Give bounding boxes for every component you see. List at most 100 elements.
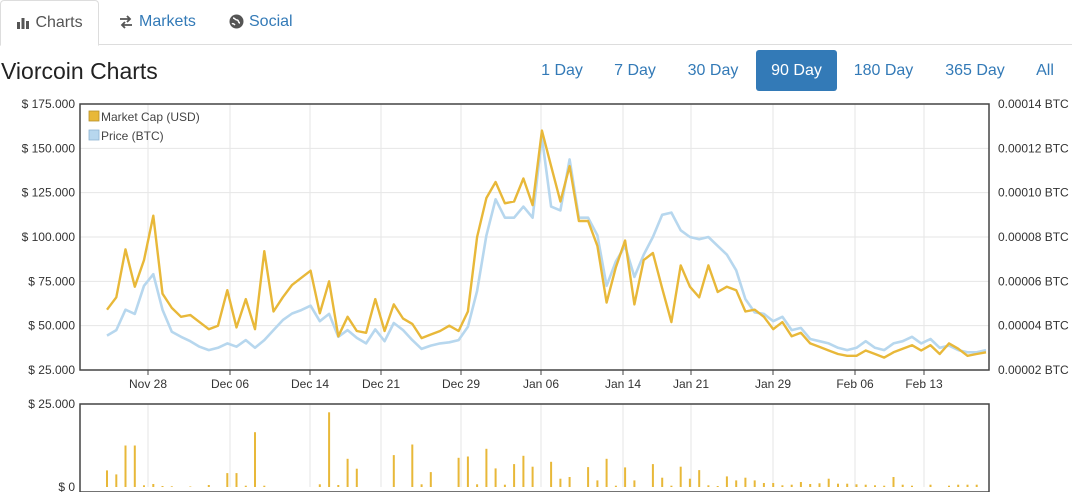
- tab-social-label: Social: [249, 12, 293, 30]
- volume-bar: [670, 485, 673, 487]
- right-y-tick-label: 0.00004 BTC: [998, 319, 1069, 333]
- volume-bar: [587, 467, 590, 487]
- series-line-price: [106, 135, 987, 354]
- volume-bar: [420, 484, 423, 487]
- bar-chart-icon: [16, 16, 30, 30]
- volume-bar: [809, 484, 812, 487]
- right-y-tick-label: 0.00008 BTC: [998, 230, 1069, 244]
- x-tick-label: Jan 21: [673, 377, 709, 391]
- volume-bar: [911, 485, 913, 487]
- right-y-tick-label: 0.00006 BTC: [998, 274, 1069, 288]
- volume-plot-frame: [79, 403, 990, 492]
- range-7-day-button[interactable]: 7 Day: [614, 61, 656, 79]
- volume-y-tick-label: $ 0: [58, 480, 75, 492]
- tab-markets-label: Markets: [139, 12, 196, 30]
- range-1-day-button[interactable]: 1 Day: [541, 61, 583, 79]
- volume-bar: [735, 480, 738, 487]
- tab-charts[interactable]: Charts: [0, 0, 99, 46]
- x-tick-label: Feb 06: [836, 377, 874, 391]
- volume-bar: [716, 486, 719, 487]
- volume-bar: [596, 480, 599, 487]
- volume-bar: [651, 464, 654, 487]
- volume-bar: [762, 483, 765, 487]
- left-y-tick-label: $ 50.000: [28, 319, 75, 333]
- volume-bar: [975, 484, 978, 487]
- volume-bar: [189, 486, 192, 487]
- volume-bar: [152, 484, 155, 487]
- tab-social[interactable]: Social: [229, 0, 293, 43]
- volume-bar: [892, 477, 895, 487]
- x-tick-label: Jan 29: [755, 377, 791, 391]
- left-y-tick-label: $ 150.000: [22, 141, 76, 155]
- volume-bar: [411, 444, 414, 487]
- volume-bar: [837, 483, 839, 487]
- exchange-arrows-icon: [118, 14, 134, 29]
- right-y-tick-label: 0.00002 BTC: [998, 363, 1069, 377]
- main-grid: [80, 103, 989, 371]
- legend-swatch-market-cap: [88, 110, 100, 122]
- volume-bar: [679, 466, 682, 487]
- main-axes: Nov 28 Dec 06 Dec 14 Dec 21 Dec 29 Jan 06 Jan …: [22, 97, 1069, 391]
- range-all-button[interactable]: All: [1036, 61, 1054, 79]
- x-tick-label: Feb 13: [905, 377, 943, 391]
- range-365-day-button[interactable]: 365 Day: [945, 61, 1005, 79]
- tab-bar: Charts Markets Social: [0, 0, 1072, 46]
- volume-bar: [781, 485, 784, 487]
- volume-y-tick-label: $ 25.000: [28, 397, 75, 411]
- volume-bar: [568, 477, 571, 487]
- globe-icon: [229, 14, 244, 29]
- volume-bar: [633, 480, 636, 487]
- volume-bar: [466, 456, 469, 487]
- volume-bar: [318, 484, 321, 487]
- range-30-day-button[interactable]: 30 Day: [687, 61, 739, 79]
- volume-grid: [80, 403, 989, 487]
- x-tick-label: Dec 29: [442, 377, 480, 391]
- x-tick-label: Jan 14: [605, 377, 641, 391]
- volume-bar: [244, 485, 247, 487]
- volume-bar: [485, 448, 488, 487]
- volume-axis: $ 0 $ 25.000: [28, 397, 75, 492]
- left-y-tick-label: $ 100.000: [22, 230, 76, 244]
- volume-bar: [503, 484, 506, 487]
- volume-bar: [605, 458, 608, 487]
- right-y-tick-label: 0.00012 BTC: [998, 141, 1069, 155]
- volume-bar: [392, 455, 395, 487]
- volume-bar: [235, 473, 238, 487]
- volume-bar: [522, 455, 525, 487]
- volume-bar: [115, 474, 118, 487]
- volume-bar: [161, 486, 164, 487]
- volume-bar: [226, 473, 229, 487]
- volume-bar: [124, 445, 127, 487]
- x-tick-label: Dec 21: [362, 377, 400, 391]
- volume-bar: [698, 470, 701, 487]
- volume-bar: [263, 485, 266, 487]
- x-tick-label: Nov 28: [129, 377, 167, 391]
- volume-bars: [106, 412, 978, 487]
- volume-bar: [948, 485, 950, 487]
- volume-bar: [550, 461, 553, 487]
- volume-bar: [429, 472, 432, 487]
- tab-markets[interactable]: Markets: [118, 0, 196, 43]
- volume-bar: [744, 477, 747, 487]
- volume-bar: [513, 464, 516, 487]
- left-y-tick-label: $ 175.000: [22, 97, 76, 111]
- x-tick-label: Dec 14: [291, 377, 329, 391]
- range-90-day-button[interactable]: 90 Day: [756, 50, 837, 91]
- volume-bar: [957, 484, 960, 487]
- legend: Market Cap (USD) Price (BTC): [88, 110, 200, 143]
- volume-bar: [827, 478, 830, 487]
- left-y-tick-label: $ 75.000: [28, 274, 75, 288]
- volume-bar: [624, 467, 627, 487]
- volume-bar: [254, 432, 256, 487]
- legend-label-price: Price (BTC): [101, 129, 164, 143]
- volume-bar: [457, 457, 460, 487]
- right-y-tick-label: 0.00010 BTC: [998, 186, 1069, 200]
- volume-bar: [688, 478, 691, 487]
- series-line-market-cap: [106, 129, 987, 359]
- range-180-day-button[interactable]: 180 Day: [853, 61, 914, 79]
- volume-bar: [559, 478, 562, 487]
- volume-bar: [846, 483, 849, 487]
- page-title: Viorcoin Charts: [1, 58, 158, 84]
- volume-bar: [901, 484, 904, 487]
